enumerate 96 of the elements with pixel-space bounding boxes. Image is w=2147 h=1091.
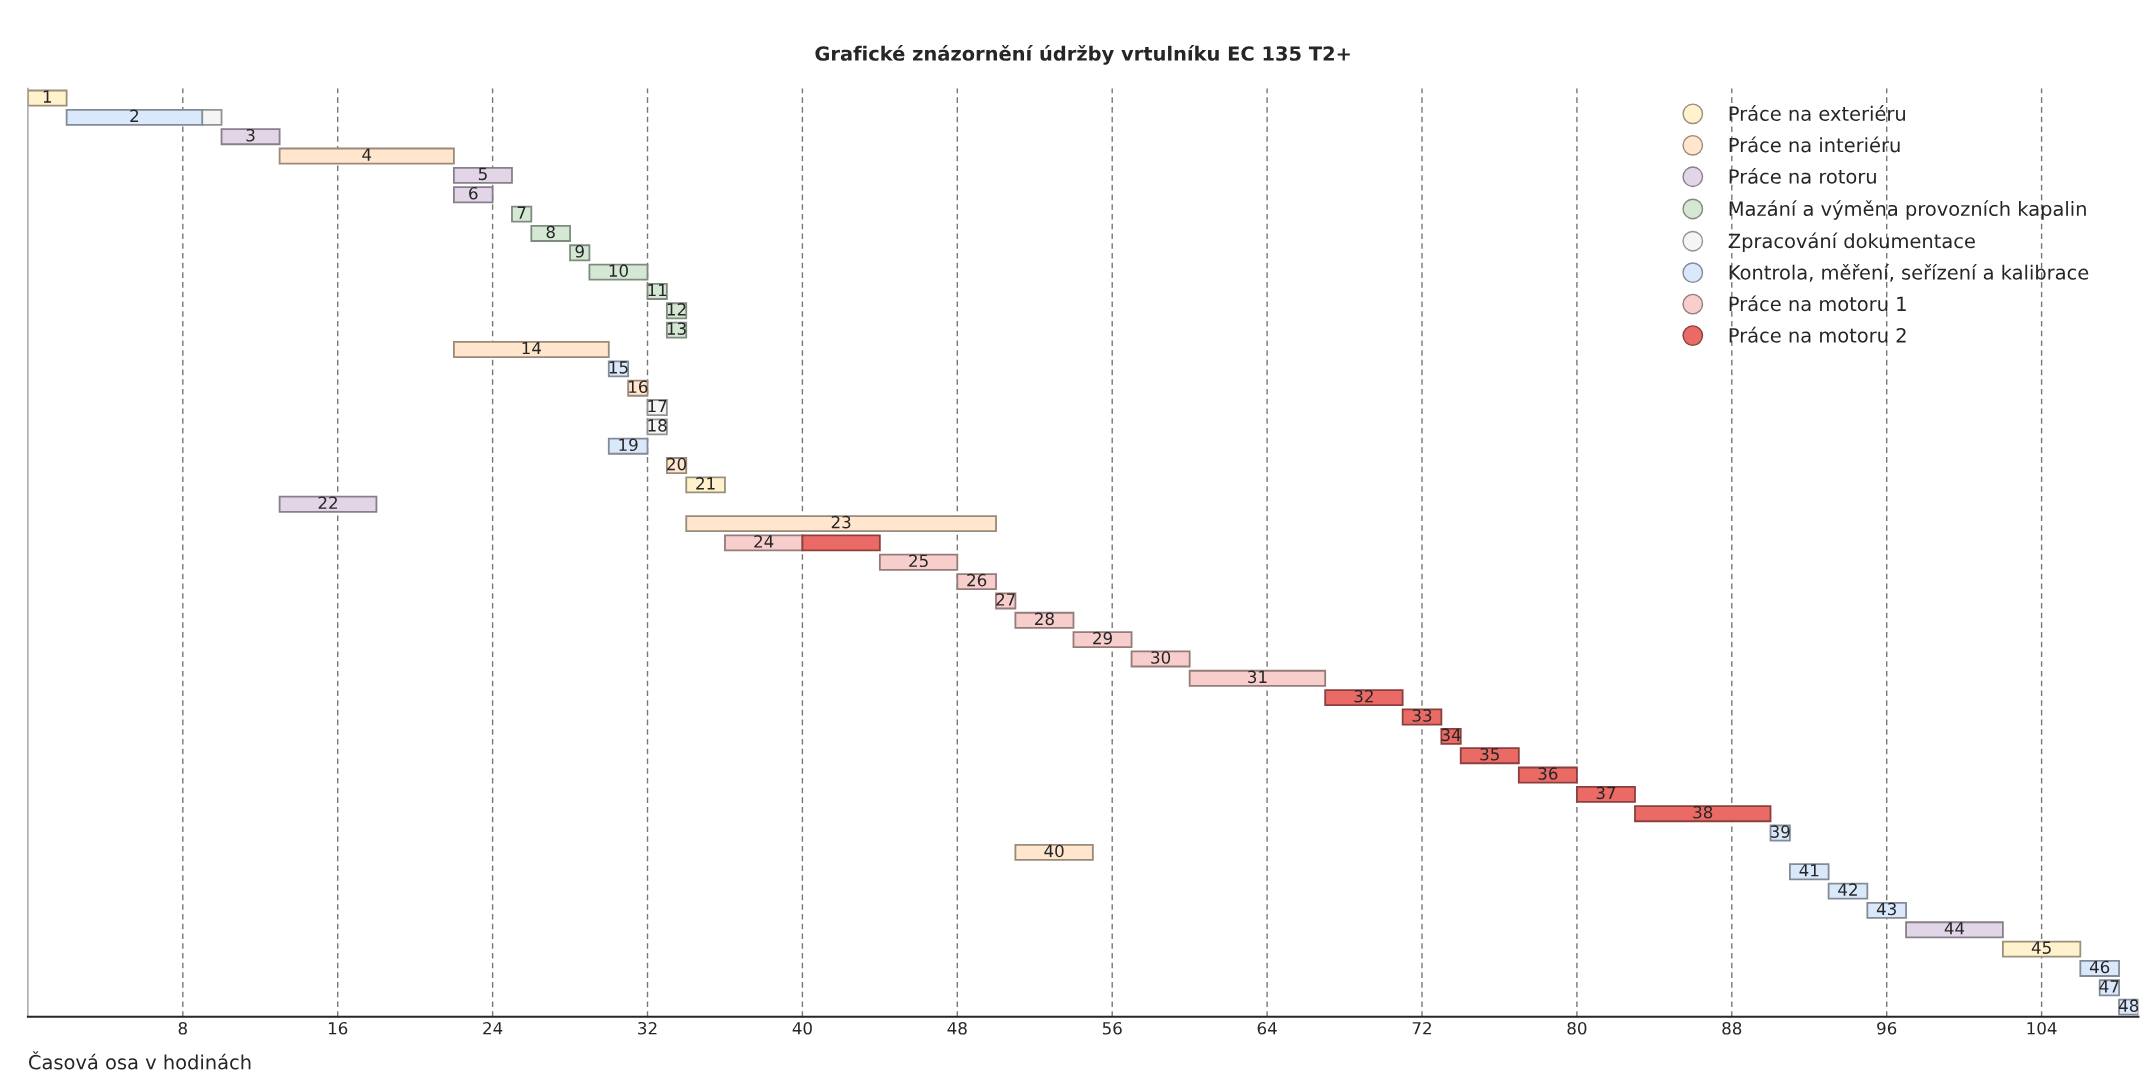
legend-label: Práce na exteriéru <box>1729 105 1905 121</box>
y-tick-label: 18 <box>648 419 667 432</box>
x-tick-label: 56 <box>1102 1021 1122 1035</box>
x-tick-label: 48 <box>947 1021 967 1035</box>
bar <box>220 128 281 146</box>
y-tick-label: 36 <box>1538 767 1558 780</box>
y-tick-label: 11 <box>648 283 667 297</box>
bar <box>1866 901 1907 919</box>
bar <box>685 515 997 533</box>
bar <box>530 224 571 242</box>
legend-label: Zpracování dokumentace <box>1728 232 1975 253</box>
bar <box>452 166 513 184</box>
y-tick-label: 20 <box>667 457 687 471</box>
bar <box>1459 747 1520 765</box>
x-tick-label: 64 <box>1257 1021 1277 1035</box>
bar <box>278 495 378 513</box>
bar <box>27 89 68 107</box>
x-tick-label: 16 <box>328 1021 348 1035</box>
legend-label: Práce na interiéru <box>1729 136 1900 153</box>
y-tick-label: 6 <box>469 186 478 200</box>
y-tick-label: 3 <box>246 128 255 142</box>
y-tick-label: 41 <box>1799 864 1819 877</box>
y-tick-label: 45 <box>2031 941 2051 954</box>
y-tick-label: 13 <box>667 322 686 335</box>
bar <box>724 534 804 552</box>
y-tick-label: 28 <box>1035 612 1054 626</box>
y-tick-label: 19 <box>619 438 638 452</box>
x-tick-label: 8 <box>178 1021 187 1035</box>
y-tick-label: 10 <box>609 264 628 277</box>
y-tick-label: 21 <box>696 477 715 490</box>
bar <box>2079 960 2120 977</box>
bar <box>1072 631 1133 649</box>
legend-label: Práce na rotoru <box>1729 168 1876 184</box>
legend-label: Práce na motoru 2 <box>1729 326 1906 343</box>
y-tick-label: 37 <box>1596 786 1616 800</box>
y-tick-label: 26 <box>967 573 987 587</box>
y-tick-label: 7 <box>517 206 526 219</box>
legend-label: Mazání a výměna provozních kapalin <box>1729 200 2086 220</box>
y-tick-label: 46 <box>2089 960 2110 974</box>
bar <box>1905 921 2004 939</box>
y-tick-label: 14 <box>522 341 541 355</box>
x-tick-label: 72 <box>1412 1021 1431 1035</box>
bar <box>956 573 997 591</box>
bar <box>2001 940 2082 958</box>
y-tick-label: 34 <box>1441 728 1461 742</box>
bar <box>452 341 610 358</box>
y-tick-label: 25 <box>909 554 928 568</box>
y-tick-label: 42 <box>1838 883 1857 896</box>
y-tick-label: 23 <box>831 515 851 529</box>
y-tick-label: 35 <box>1480 747 1499 761</box>
y-tick-label: 29 <box>1093 631 1112 645</box>
bar <box>65 108 204 126</box>
bar <box>801 534 881 552</box>
bar <box>685 476 726 494</box>
y-tick-label: 30 <box>1151 651 1171 664</box>
y-tick-label: 17 <box>648 399 667 413</box>
y-tick-label: 47 <box>2099 980 2119 993</box>
bar <box>1014 611 1075 629</box>
bar <box>1014 843 1094 861</box>
y-tick-label: 33 <box>1412 709 1432 722</box>
bar <box>1634 805 1772 823</box>
bar <box>878 553 959 571</box>
x-tick-label: 88 <box>1722 1021 1742 1035</box>
y-tick-label: 9 <box>575 245 584 258</box>
y-tick-label: 5 <box>478 167 487 181</box>
x-tick-label: 96 <box>1877 1021 1897 1035</box>
bar <box>1188 669 1327 687</box>
y-tick-label: 1 <box>43 90 52 103</box>
y-tick-label: 38 <box>1693 805 1713 819</box>
y-tick-label: 4 <box>362 148 372 161</box>
y-tick-label: 22 <box>318 496 337 509</box>
y-tick-label: 12 <box>667 303 686 316</box>
bar <box>201 108 223 126</box>
y-tick-label: 43 <box>1876 902 1896 916</box>
x-tick-label: 40 <box>792 1021 812 1035</box>
x-tick-label: 24 <box>483 1021 503 1035</box>
legend-label: Práce na motoru 1 <box>1729 295 1906 312</box>
legend-label: Kontrola, měření, seřízení a kalibrace <box>1729 263 2089 282</box>
chart-title: Grafické znázornění údržby vrtulníku EC 135 T2+ <box>815 45 1350 65</box>
y-tick-label: 15 <box>609 361 628 374</box>
y-tick-label: 31 <box>1248 670 1267 684</box>
y-tick-label: 44 <box>1944 922 1965 935</box>
bar <box>588 263 649 281</box>
x-tick-label: 80 <box>1567 1021 1587 1035</box>
y-tick-label: 2 <box>130 109 139 122</box>
bar <box>1575 785 1636 803</box>
y-tick-label: 39 <box>1770 825 1790 838</box>
bar <box>511 205 533 223</box>
x-axis-title: Časová osa v hodinách <box>29 1051 251 1070</box>
x-tick-label: 32 <box>638 1021 657 1035</box>
bar <box>1788 863 1830 881</box>
x-tick-label: 104 <box>2027 1021 2057 1035</box>
y-tick-label: 27 <box>996 593 1015 606</box>
bar <box>452 186 494 204</box>
bar <box>278 147 455 165</box>
bar <box>1324 689 1404 707</box>
